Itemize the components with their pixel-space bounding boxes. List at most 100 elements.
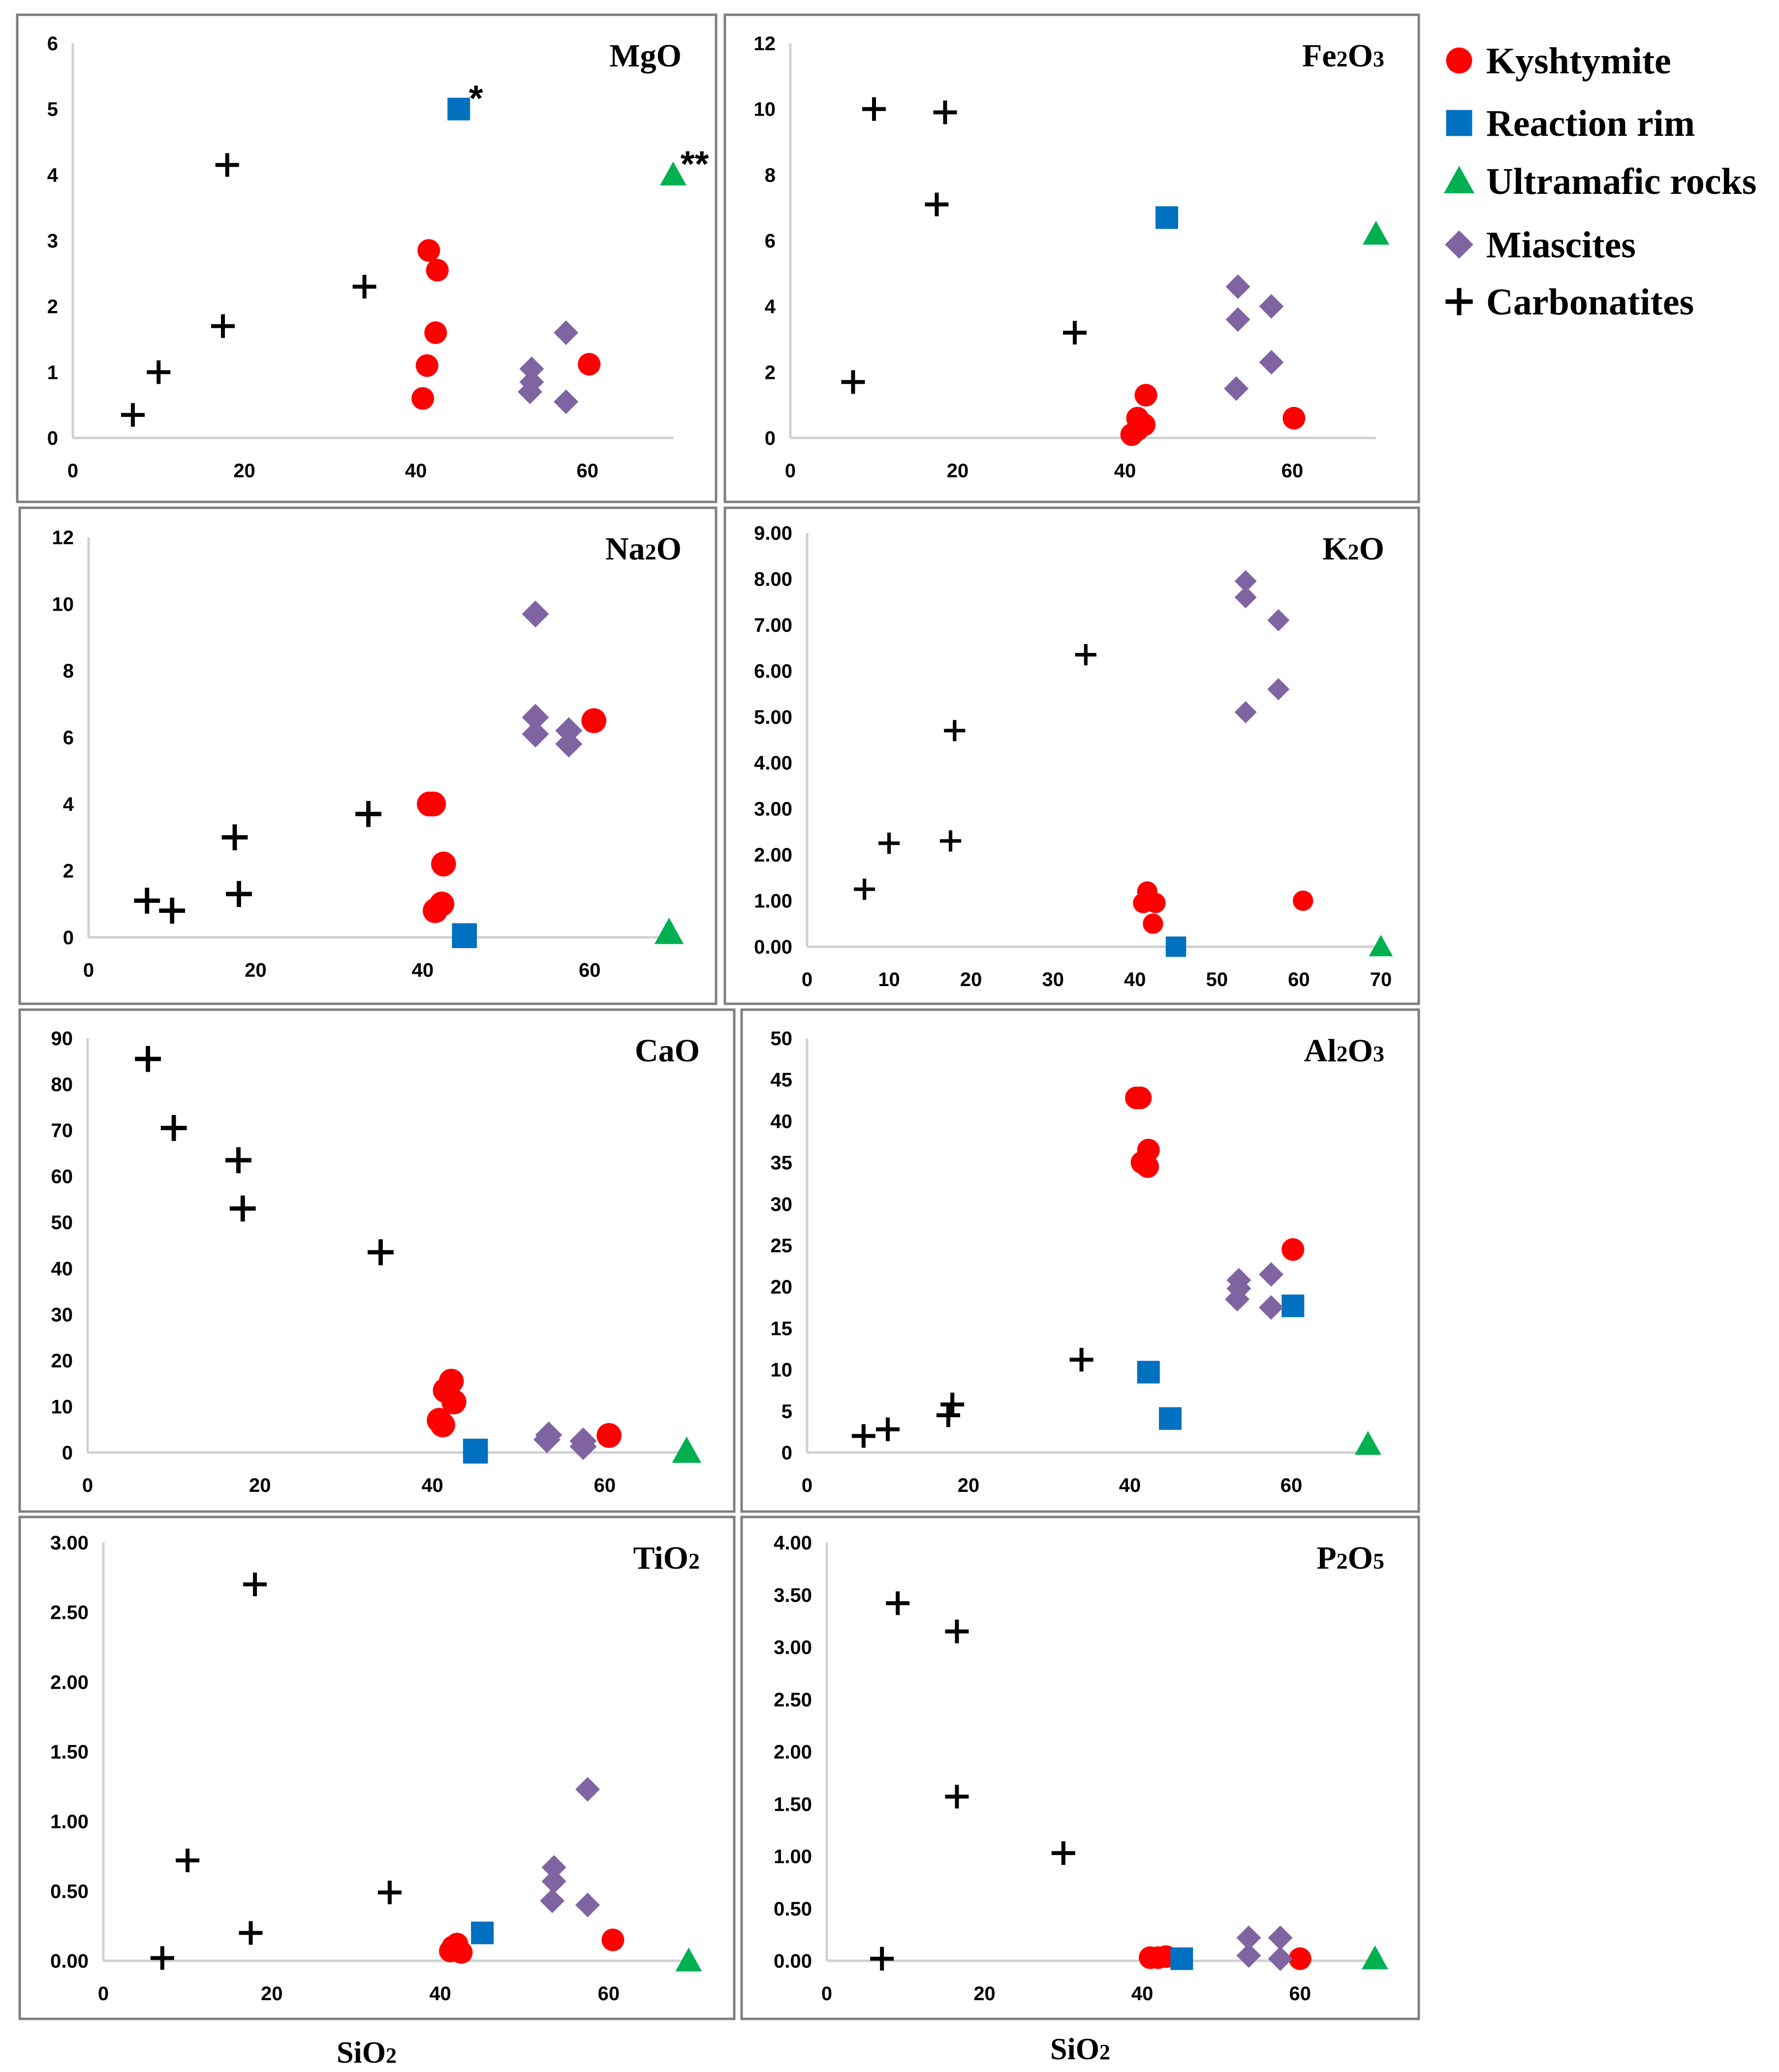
data-point [355, 801, 381, 827]
legend-label: Ultramafic rocks [1486, 161, 1756, 202]
x-tick-label: 40 [421, 1475, 443, 1496]
data-point [569, 1433, 597, 1460]
annotation: * [469, 78, 483, 119]
data-point [554, 389, 579, 414]
annotation: ** [681, 144, 709, 185]
y-tick-label: 1.50 [774, 1794, 812, 1815]
y-tick-label: 30 [51, 1304, 73, 1326]
x-tick-label: 60 [1281, 460, 1304, 482]
y-tick-label: 25 [771, 1235, 793, 1257]
y-tick-label: 2.00 [774, 1741, 812, 1763]
series-miascites [1225, 1262, 1283, 1320]
data-point [1165, 936, 1186, 957]
legend-label: Kyshtymite [1486, 40, 1671, 82]
data-point [377, 1881, 402, 1905]
legend-label: Miascites [1486, 224, 1636, 266]
y-tick-label: 5 [781, 1401, 792, 1423]
y-tick-label: 0.00 [754, 936, 792, 958]
data-point [878, 833, 900, 854]
legend-marker [1445, 230, 1473, 259]
y-tick-label: 0 [63, 927, 74, 949]
data-point [225, 1147, 251, 1174]
data-point [1069, 1348, 1093, 1372]
data-point [578, 353, 601, 376]
y-tick-label: 0.50 [50, 1881, 89, 1902]
data-point [945, 1785, 969, 1809]
data-point [1137, 1361, 1160, 1384]
y-tick-label: 15 [771, 1318, 793, 1339]
x-tick-label: 0 [785, 460, 796, 482]
y-tick-label: 6 [765, 230, 776, 252]
panel-title: CaO [635, 1033, 700, 1069]
legend-item-ultramafic: Ultramafic rocks [1443, 161, 1756, 202]
data-point [939, 830, 962, 852]
y-tick-label: 4.00 [754, 752, 792, 774]
data-point [925, 192, 949, 216]
data-point [1361, 1945, 1388, 1970]
data-point [439, 1940, 462, 1963]
data-point [221, 824, 248, 851]
data-point [1259, 350, 1284, 375]
y-tick-label: 90 [51, 1028, 73, 1050]
data-point [575, 1892, 600, 1917]
x-tick-label: 40 [1114, 460, 1136, 482]
legend-marker [1446, 110, 1472, 136]
y-tick-label: 10 [771, 1360, 793, 1381]
y-tick-label: 50 [771, 1028, 793, 1050]
data-point [441, 1389, 467, 1415]
panel-title: TiO2 [633, 1540, 700, 1576]
y-tick-label: 2 [63, 861, 74, 882]
data-point [554, 320, 579, 345]
data-point [1170, 1947, 1193, 1970]
data-point [862, 97, 886, 121]
series-ultramafic [654, 918, 684, 944]
data-point [519, 356, 544, 381]
x-tick-label: 0 [67, 460, 78, 482]
data-point [940, 1392, 965, 1417]
x-tick-label: 20 [960, 969, 982, 990]
series-carbonatites [870, 1591, 1075, 1971]
data-point [1282, 406, 1306, 430]
data-point [368, 1239, 394, 1266]
data-point [1259, 1295, 1283, 1320]
data-point [886, 1591, 910, 1615]
data-point [1268, 1925, 1293, 1950]
series-kyshtymite [439, 1928, 624, 1964]
series-kyshtymite [1125, 1086, 1305, 1261]
x-tick-label: 0 [83, 959, 94, 981]
y-tick-label: 0.50 [774, 1898, 812, 1920]
data-point [675, 1948, 702, 1972]
data-point [522, 600, 549, 628]
data-point [1145, 893, 1166, 913]
data-point [121, 403, 145, 427]
data-point [1267, 678, 1290, 701]
legend-item-kyshtymite: Kyshtymite [1446, 40, 1671, 82]
y-tick-label: 40 [771, 1111, 793, 1132]
panel-p2o5: 0 20 40 60 0.00 0.50 1.00 1.50 2.00 2.50 3.00 3.50 4… [740, 1515, 1420, 2020]
panel-na2o: 0 20 40 60 0 2 4 6 8 10 12 Na2O [18, 506, 718, 1005]
legend-marker [1445, 288, 1473, 315]
data-point [1236, 1943, 1261, 1968]
panel-frame [723, 506, 1420, 1005]
data-point [1259, 1262, 1283, 1287]
data-point [522, 720, 549, 748]
data-point [1155, 206, 1178, 229]
data-point [1063, 321, 1087, 345]
series-ultramafic [675, 1948, 702, 1972]
y-tick-label: 6 [47, 33, 58, 55]
y-tick-label: 70 [51, 1120, 73, 1142]
data-point [1159, 1407, 1182, 1430]
legend-label: Carbonatites [1486, 281, 1694, 323]
data-point [176, 1849, 200, 1872]
series-ultramafic [672, 1436, 701, 1463]
series-miascites [1224, 274, 1284, 401]
y-tick-label: 4 [765, 296, 776, 318]
y-tick-label: 2.50 [50, 1602, 89, 1624]
y-tick-label: 0 [62, 1442, 73, 1464]
data-point [1268, 1946, 1293, 1971]
series-miascites [522, 600, 583, 758]
panel-title: P2O5 [1316, 1540, 1384, 1576]
x-tick-label: 50 [1206, 969, 1228, 990]
series-carbonatites [854, 644, 1096, 900]
